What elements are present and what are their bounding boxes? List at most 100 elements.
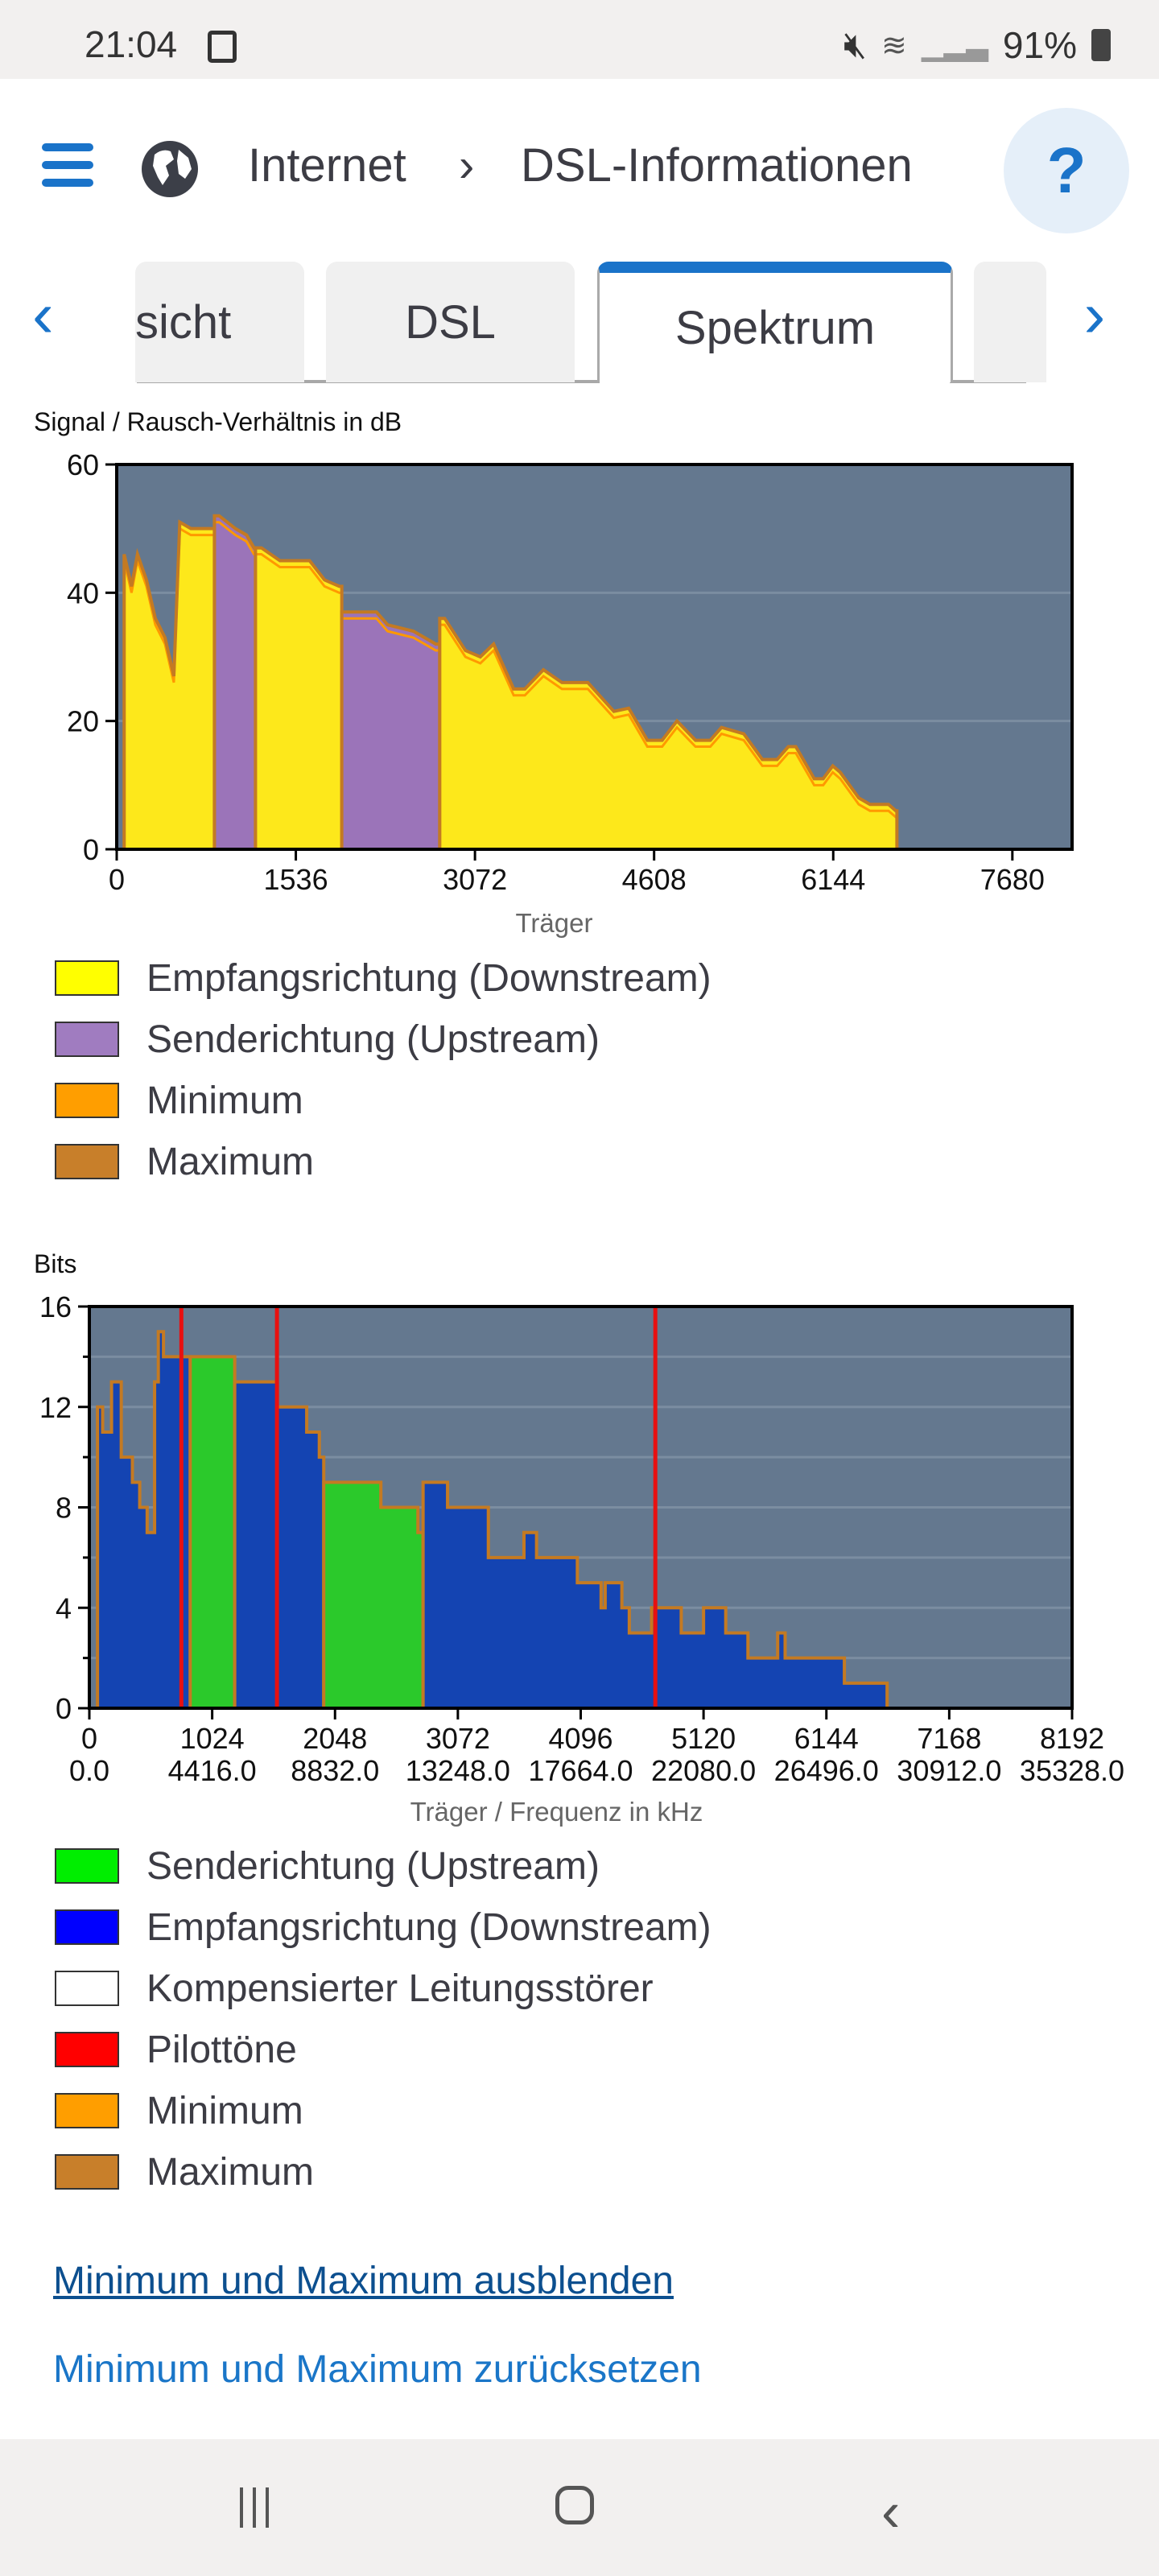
x-tick-label: 0 xyxy=(109,863,125,896)
legend-label: Kompensierter Leitungsstörer xyxy=(146,1967,654,2010)
tab-scroll-left-button[interactable]: ‹ xyxy=(32,278,105,366)
mute-icon: 🔇︎ xyxy=(843,23,868,65)
x-tick-frequency-label: 0.0 xyxy=(69,1754,109,1787)
x-tick-frequency-label: 30912.0 xyxy=(897,1754,1001,1787)
status-time: 21:04 xyxy=(85,23,178,65)
x-tick-label: 7168 xyxy=(917,1722,981,1755)
menu-button[interactable] xyxy=(42,143,93,188)
legend-label: Maximum xyxy=(146,2150,315,2194)
hamburger-icon xyxy=(42,143,93,187)
y-tick-label: 20 xyxy=(67,705,99,738)
plot-frame xyxy=(115,463,1074,851)
legend-item: Maximum xyxy=(55,2150,315,2194)
back-icon: ‹ xyxy=(881,2480,901,2543)
minimum-line xyxy=(341,617,440,652)
legend-label: Maximum xyxy=(146,1140,315,1183)
legend-swatch xyxy=(55,2154,119,2190)
x-tick-frequency-label: 17664.0 xyxy=(528,1754,633,1787)
status-icons: 🔇︎ ≋ ▁▂▃ 91% xyxy=(843,23,1111,68)
bits-chart: 048121600.010244416.020488832.0307213248… xyxy=(39,1290,1124,1827)
upstream-area xyxy=(214,515,256,849)
legend-swatch xyxy=(55,1083,119,1118)
snr-chart-title: Signal / Rausch-Verhältnis in dB xyxy=(34,407,402,436)
x-axis-label: Träger / Frequenz in kHz xyxy=(410,1797,703,1827)
x-tick-label: 6144 xyxy=(801,863,865,896)
legend-item: Pilottöne xyxy=(55,2028,297,2071)
x-tick-label: 1024 xyxy=(180,1722,245,1755)
legend-swatch xyxy=(55,2032,119,2067)
y-tick-label: 0 xyxy=(56,1692,72,1725)
breadcrumb-internet[interactable]: Internet xyxy=(248,139,406,192)
x-tick-label: 8192 xyxy=(1040,1722,1104,1755)
legend-item: Minimum xyxy=(55,1079,303,1122)
battery-icon xyxy=(1091,29,1111,61)
chevron-right-icon: › xyxy=(1083,279,1106,350)
back-button[interactable]: ‹ xyxy=(881,2479,922,2543)
help-button[interactable]: ? xyxy=(1004,108,1129,233)
legend-swatch xyxy=(55,1022,119,1057)
legend-label: Empfangsrichtung (Downstream) xyxy=(146,956,711,1000)
y-tick-label: 0 xyxy=(83,833,99,866)
y-tick-label: 16 xyxy=(39,1290,72,1323)
legend-swatch xyxy=(55,1848,119,1884)
legend-label: Pilottöne xyxy=(146,2028,297,2071)
legend-swatch xyxy=(55,1909,119,1945)
home-button[interactable] xyxy=(555,2486,599,2529)
tab-scroll-right-button[interactable]: › xyxy=(1054,278,1135,366)
recent-apps-button[interactable] xyxy=(232,2487,277,2529)
tab-spektrum[interactable]: Spektrum xyxy=(597,262,953,382)
legend-swatch xyxy=(55,960,119,996)
breadcrumb-chevron-icon: › xyxy=(459,139,475,192)
legend-item: Senderichtung (Upstream) xyxy=(55,1845,600,1888)
y-tick-label: 40 xyxy=(67,576,99,609)
legend-swatch xyxy=(55,1971,119,2006)
x-tick-label: 4096 xyxy=(548,1722,612,1755)
x-tick-label: 3072 xyxy=(426,1722,490,1755)
x-tick-label: 2048 xyxy=(303,1722,367,1755)
y-tick-label: 12 xyxy=(39,1391,72,1424)
x-tick-frequency-label: 13248.0 xyxy=(406,1754,510,1787)
tab-dsl[interactable]: DSL xyxy=(326,262,575,382)
minimum-line xyxy=(255,553,342,594)
legend-label: Minimum xyxy=(146,1079,303,1122)
reset-minmax-link[interactable]: Minimum und Maximum zurücksetzen xyxy=(53,2348,702,2391)
legend-item: Empfangsrichtung (Downstream) xyxy=(55,956,711,1000)
wifi-icon: ≋ xyxy=(881,28,907,63)
legend-swatch xyxy=(55,2093,119,2128)
x-tick-label: 0 xyxy=(81,1722,97,1755)
x-tick-label: 6144 xyxy=(794,1722,859,1755)
home-icon xyxy=(555,2486,594,2524)
downstream-area xyxy=(255,547,342,849)
y-tick-label: 60 xyxy=(67,448,99,481)
downstream-area xyxy=(234,1381,324,1708)
x-tick-frequency-label: 26496.0 xyxy=(774,1754,879,1787)
help-icon: ? xyxy=(1046,134,1087,206)
legend-swatch xyxy=(55,1144,119,1179)
upstream-area xyxy=(324,1482,423,1708)
x-tick-label: 5120 xyxy=(671,1722,736,1755)
status-bar: 21:04 🔇︎ ≋ ▁▂▃ 91% xyxy=(0,0,1159,79)
y-tick-label: 8 xyxy=(56,1492,72,1525)
minimum-line xyxy=(439,623,897,819)
navigation-bar: ‹ xyxy=(0,2439,1159,2576)
maximum-line xyxy=(438,617,899,851)
hide-minmax-link[interactable]: Minimum und Maximum ausblenden xyxy=(53,2260,674,2302)
recent-apps-icon xyxy=(232,2487,277,2528)
legend-item: Kompensierter Leitungsstörer xyxy=(55,1967,654,2010)
x-tick-frequency-label: 4416.0 xyxy=(168,1754,257,1787)
x-tick-label: 3072 xyxy=(443,863,507,896)
tab-statistik[interactable]: St xyxy=(974,262,1046,382)
x-tick-label: 7680 xyxy=(980,863,1045,896)
upstream-area xyxy=(190,1356,235,1708)
x-tick-frequency-label: 22080.0 xyxy=(651,1754,756,1787)
x-tick-label: 4608 xyxy=(622,863,687,896)
tab-uebersicht[interactable]: sicht xyxy=(135,262,304,382)
maximum-line xyxy=(96,1330,192,1710)
legend-label: Empfangsrichtung (Downstream) xyxy=(146,1905,711,1949)
downstream-area xyxy=(124,522,215,849)
battery-level: 91% xyxy=(1002,24,1077,66)
bits-chart-title: Bits xyxy=(34,1249,77,1278)
snr-chart: 0 20 40 60 0 1536 3072 4608 6144 7680 Träger xyxy=(67,448,1074,938)
legend-label: Minimum xyxy=(146,2089,303,2132)
legend-label: Senderichtung (Upstream) xyxy=(146,1018,600,1061)
